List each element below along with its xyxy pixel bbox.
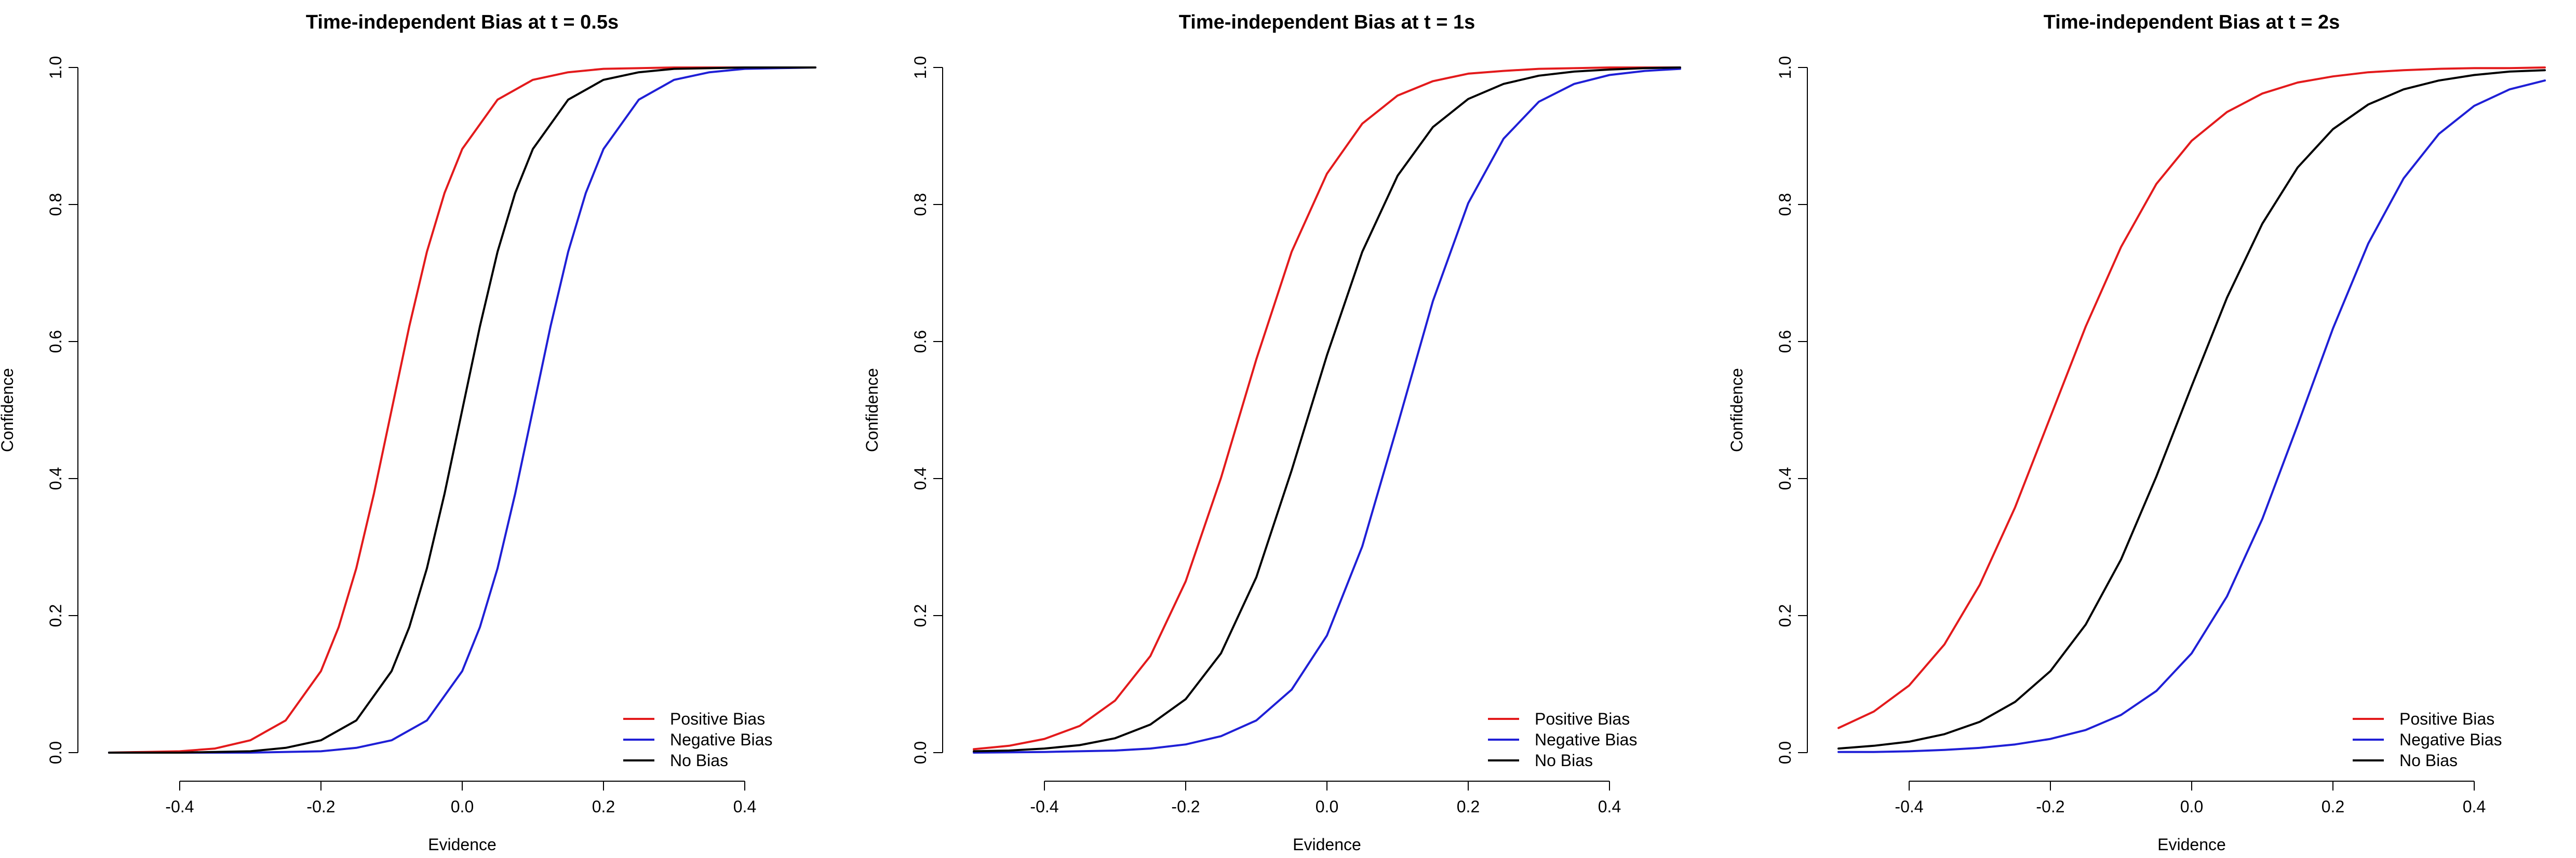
y-tick-label: 0.4	[46, 467, 65, 490]
y-tick-label: 0.8	[911, 193, 930, 216]
chart-panel-2: Time-independent Bias at t = 1s 0.0 0.2 0.4…	[863, 11, 1681, 854]
x-axis-label: Evidence	[1293, 835, 1361, 854]
legend-entry: Negative Bias	[670, 730, 772, 749]
chart-title: Time-independent Bias at t = 1s	[1179, 11, 1475, 33]
x-tick-label: -0.4	[165, 797, 194, 816]
x-tick-label: 0.4	[1598, 797, 1621, 816]
y-tick-label: 0.0	[1776, 741, 1794, 764]
x-tick-label: 0.2	[1457, 797, 1480, 816]
y-tick-label: 1.0	[1776, 56, 1794, 79]
x-tick-label: 0.0	[1316, 797, 1338, 816]
chart-panel-1: Time-independent Bias at t = 0.5s 0.0 0.2 0…	[0, 11, 816, 854]
x-tick-label: 0.0	[451, 797, 474, 816]
legend-entry: Positive Bias	[1535, 710, 1630, 728]
y-axis-label: Confidence	[863, 368, 881, 452]
x-tick-label: 0.2	[2322, 797, 2344, 816]
y-tick-label: 0.2	[911, 604, 930, 627]
y-tick-label: 0.6	[46, 330, 65, 353]
x-axis-label: Evidence	[2157, 835, 2226, 854]
y-tick-label: 0.0	[911, 741, 930, 764]
y-tick-label: 1.0	[46, 56, 65, 79]
series-line-negative-bias	[1837, 79, 2546, 753]
chart-title: Time-independent Bias at t = 0.5s	[306, 11, 619, 33]
y-tick-label: 0.0	[46, 741, 65, 764]
series-line-positive-bias	[973, 66, 1681, 751]
legend-entry: Negative Bias	[1535, 730, 1637, 749]
y-axis-label: Confidence	[0, 368, 17, 452]
series-line-positive-bias	[1837, 66, 2546, 729]
x-axis-label: Evidence	[428, 835, 497, 854]
y-tick-label: 0.8	[46, 193, 65, 216]
series-line-no-bias	[1837, 69, 2546, 750]
series-line-negative-bias	[973, 67, 1681, 754]
x-tick-label: -0.2	[2036, 797, 2064, 816]
y-tick-label: 0.8	[1776, 193, 1794, 216]
x-tick-label: 0.4	[2463, 797, 2486, 816]
legend-entry: No Bias	[1535, 751, 1593, 770]
series-line-no-bias	[973, 66, 1681, 753]
x-tick-label: 0.4	[733, 797, 756, 816]
y-tick-label: 0.6	[1776, 330, 1794, 353]
y-tick-label: 1.0	[911, 56, 930, 79]
y-tick-label: 0.6	[911, 330, 930, 353]
y-tick-label: 0.2	[1776, 604, 1794, 627]
chart-title: Time-independent Bias at t = 2s	[2044, 11, 2340, 33]
series-line-no-bias	[108, 66, 816, 754]
chart-panel-3: Time-independent Bias at t = 2s 0.0 0.2 0.4…	[1727, 11, 2546, 854]
series-line-negative-bias	[108, 66, 816, 754]
y-tick-label: 0.4	[911, 467, 930, 490]
legend-entry: No Bias	[670, 751, 728, 770]
x-tick-label: 0.2	[592, 797, 615, 816]
series-line-positive-bias	[108, 66, 816, 754]
y-tick-label: 0.2	[46, 604, 65, 627]
x-tick-label: -0.4	[1030, 797, 1058, 816]
legend-entry: Positive Bias	[670, 710, 765, 728]
y-tick-label: 0.4	[1776, 467, 1794, 490]
legend-entry: Positive Bias	[2399, 710, 2494, 728]
x-tick-label: 0.0	[2180, 797, 2203, 816]
x-tick-label: -0.4	[1895, 797, 1923, 816]
legend-entry: No Bias	[2399, 751, 2458, 770]
y-axis-label: Confidence	[1727, 368, 1746, 452]
x-tick-label: -0.2	[306, 797, 335, 816]
x-tick-label: -0.2	[1171, 797, 1200, 816]
legend-entry: Negative Bias	[2399, 730, 2502, 749]
